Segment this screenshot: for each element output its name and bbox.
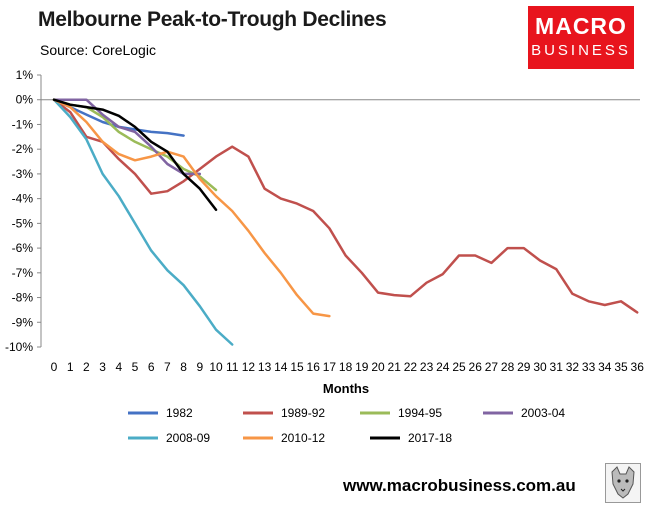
y-tick-label: -2% <box>12 142 34 156</box>
series-line-2010-12 <box>52 98 331 318</box>
macro-business-logo: MACRO BUSINESS <box>528 6 634 69</box>
legend-label-1989-92: 1989-92 <box>281 406 325 420</box>
footer-url: www.macrobusiness.com.au <box>343 476 576 495</box>
wolf-logo-icon <box>605 463 641 503</box>
x-tick-label: 32 <box>566 360 580 374</box>
x-tick-label: 24 <box>436 360 450 374</box>
x-tick-label: 12 <box>242 360 256 374</box>
plot-area <box>41 75 640 347</box>
x-tick-label: 16 <box>307 360 321 374</box>
x-tick-label: 26 <box>469 360 483 374</box>
series-line-2003-04 <box>52 98 202 176</box>
y-tick-label: -3% <box>12 167 34 181</box>
y-tick-label: 0% <box>16 93 34 107</box>
x-tick-label: 10 <box>209 360 223 374</box>
x-tick-label: 1 <box>67 360 74 374</box>
x-tick-label: 18 <box>339 360 353 374</box>
x-tick-label: 21 <box>388 360 402 374</box>
series-line-2008-09 <box>52 98 234 346</box>
y-tick-label: -5% <box>12 216 34 230</box>
x-tick-label: 22 <box>404 360 418 374</box>
y-tick-label: -4% <box>12 192 34 206</box>
x-tick-label: 13 <box>258 360 272 374</box>
chart-source: Source: CoreLogic <box>40 42 156 58</box>
x-tick-label: 6 <box>148 360 155 374</box>
legend-label-2010-12: 2010-12 <box>281 431 325 445</box>
x-tick-label: 2 <box>83 360 90 374</box>
x-tick-label: 34 <box>598 360 612 374</box>
y-tick-label: -8% <box>12 291 34 305</box>
x-tick-label: 4 <box>115 360 122 374</box>
x-tick-label: 27 <box>485 360 499 374</box>
x-tick-label: 31 <box>550 360 564 374</box>
y-tick-label: -1% <box>12 117 34 131</box>
x-tick-label: 0 <box>51 360 58 374</box>
series-line-1989-92 <box>52 98 639 314</box>
x-tick-label: 25 <box>452 360 466 374</box>
legend-label-1982: 1982 <box>166 406 193 420</box>
x-tick-label: 11 <box>226 360 239 374</box>
x-tick-label: 20 <box>371 360 385 374</box>
chart-title: Melbourne Peak-to-Trough Declines <box>38 8 387 31</box>
x-tick-label: 29 <box>517 360 531 374</box>
x-tick-label: 17 <box>323 360 337 374</box>
logo-line-2: BUSINESS <box>531 42 631 59</box>
x-tick-label: 15 <box>290 360 304 374</box>
x-tick-label: 36 <box>631 360 645 374</box>
x-tick-label: 28 <box>501 360 515 374</box>
y-tick-label: -9% <box>12 315 34 329</box>
x-tick-label: 5 <box>132 360 139 374</box>
y-tick-label: -6% <box>12 241 34 255</box>
legend-label-2008-09: 2008-09 <box>166 431 210 445</box>
series-line-2017-18 <box>52 98 218 212</box>
x-tick-label: 23 <box>420 360 434 374</box>
y-tick-label: -10% <box>5 340 33 354</box>
y-tick-label: 1% <box>16 68 34 82</box>
x-tick-label: 19 <box>355 360 369 374</box>
legend-label-2017-18: 2017-18 <box>408 431 452 445</box>
x-tick-label: 7 <box>164 360 171 374</box>
legend-label-1994-95: 1994-95 <box>398 406 442 420</box>
logo-line-1: MACRO <box>535 13 627 39</box>
x-tick-label: 30 <box>533 360 547 374</box>
x-tick-label: 3 <box>99 360 106 374</box>
y-tick-label: -7% <box>12 266 34 280</box>
x-tick-label: 35 <box>614 360 628 374</box>
x-axis-title: Months <box>323 381 369 396</box>
x-tick-label: 33 <box>582 360 596 374</box>
x-tick-label: 9 <box>196 360 203 374</box>
legend-label-2003-04: 2003-04 <box>521 406 565 420</box>
x-tick-label: 8 <box>180 360 187 374</box>
x-tick-label: 14 <box>274 360 288 374</box>
